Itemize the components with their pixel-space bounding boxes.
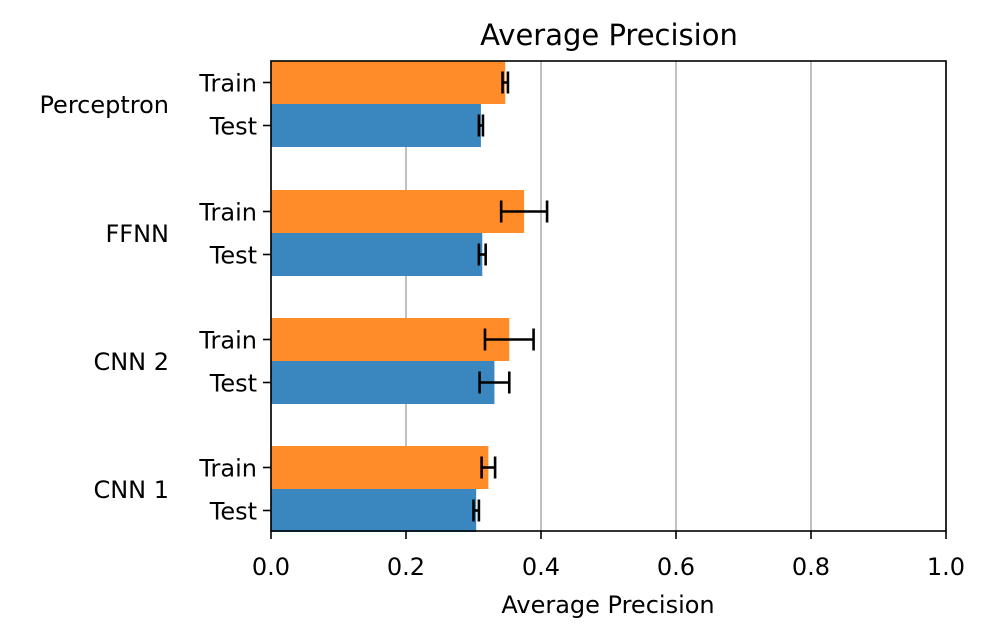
y-tick-label-ffnn-test: Test (209, 242, 257, 270)
x-tick-label-0: 0.0 (252, 553, 290, 581)
model-label-perceptron: Perceptron (39, 91, 169, 119)
bar-perceptron-test (271, 104, 481, 147)
x-tick-label-1: 0.2 (387, 553, 425, 581)
bar-cnn-2-test (271, 361, 495, 404)
x-tick-label-5: 1.0 (927, 553, 965, 581)
y-tick-label-cnn-1-test: Test (209, 498, 257, 526)
y-tick-label-perceptron-test: Test (209, 113, 257, 141)
y-tick-label-ffnn-train: Train (198, 199, 257, 227)
bar-ffnn-train (271, 190, 525, 233)
error-bar-layer (472, 71, 549, 522)
axis-layer (263, 60, 947, 539)
bar-layer (271, 61, 525, 532)
model-label-ffnn: FFNN (105, 220, 169, 248)
bar-cnn-1-test (271, 489, 477, 532)
x-tick-label-2: 0.4 (522, 553, 560, 581)
x-tick-label-4: 0.8 (792, 553, 830, 581)
y-tick-label-cnn-2-train: Train (198, 327, 257, 355)
model-label-cnn-2: CNN 2 (93, 348, 169, 376)
x-tick-label-3: 0.6 (657, 553, 695, 581)
y-tick-label-cnn-1-train: Train (198, 455, 257, 483)
y-tick-label-perceptron-train: Train (198, 70, 257, 98)
model-label-cnn-1: CNN 1 (93, 476, 169, 504)
bar-perceptron-train (271, 61, 506, 104)
plot-frame (270, 60, 947, 532)
x-axis-label: Average Precision (501, 591, 714, 619)
y-tick-label-cnn-2-test: Test (209, 370, 257, 398)
bar-ffnn-test (271, 233, 483, 276)
chart-title: Average Precision (480, 18, 738, 52)
label-layer: 0.0 0.2 0.4 0.6 0.8 1.0 Train Test Perceptron Tra… (39, 70, 965, 582)
bar-cnn-1-train (271, 446, 489, 489)
bar-cnn-2-train (271, 318, 510, 361)
